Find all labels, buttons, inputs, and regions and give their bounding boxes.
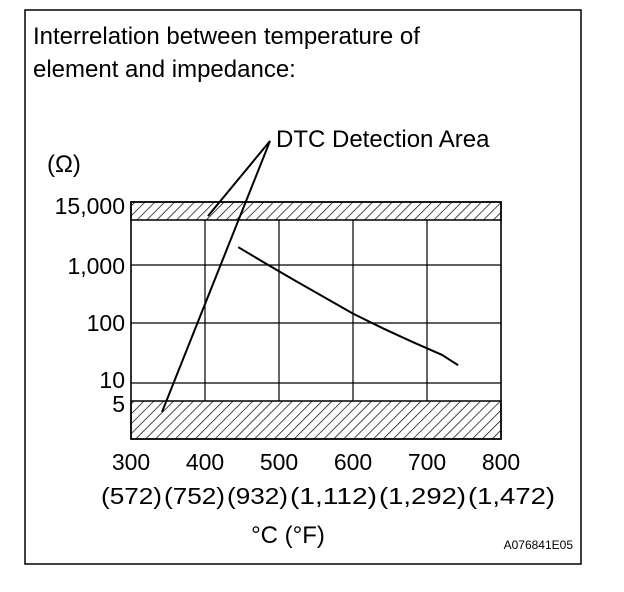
x-tick-label-f: (1,112) xyxy=(290,483,377,509)
leader-line-lower xyxy=(161,140,271,413)
x-tick-label: 800 xyxy=(482,449,520,475)
impedance-curve xyxy=(237,246,459,367)
y-tick-label: 1,000 xyxy=(67,253,125,279)
x-tick-label-f: (1,292) xyxy=(379,483,466,509)
x-tick-label: 600 xyxy=(334,449,372,475)
grid-lines xyxy=(131,220,501,401)
x-tick-label: 700 xyxy=(408,449,446,475)
y-tick-label: 5 xyxy=(112,391,125,417)
detection-area-upper xyxy=(130,201,502,221)
y-tick-label: 15,000 xyxy=(55,193,125,219)
leader-line-upper xyxy=(207,140,271,217)
x-tick-label-f: (752) xyxy=(164,483,225,509)
y-tick-labels: 15,000 1,000 100 10 5 xyxy=(55,193,125,417)
plot-area xyxy=(130,201,502,440)
chart-title-line-1: Interrelation between temperature of xyxy=(33,23,420,50)
y-axis-unit: (Ω) xyxy=(47,151,81,178)
chart-title-line-2: element and impedance: xyxy=(33,56,296,83)
x-tick-label: 400 xyxy=(186,449,224,475)
x-tick-label-f: (932) xyxy=(227,483,288,509)
x-tick-label: 500 xyxy=(260,449,298,475)
plot-frame xyxy=(130,201,502,440)
figure-border xyxy=(24,9,582,565)
detection-area-annotation: DTC Detection Area xyxy=(276,126,490,153)
x-tick-label: 300 xyxy=(112,449,150,475)
x-tick-label-f: (572) xyxy=(101,483,162,509)
x-tick-label-f: (1,472) xyxy=(468,483,555,509)
y-tick-label: 100 xyxy=(87,310,125,336)
detection-area-lower xyxy=(130,400,502,440)
y-tick-label: 10 xyxy=(99,367,125,393)
x-tick-labels-celsius: 300 400 500 600 700 800 xyxy=(112,449,520,475)
x-axis-label: °C (°F) xyxy=(251,522,325,549)
x-tick-labels-fahrenheit: (572) (752) (932) (1,112) (1,292) (1,472… xyxy=(101,483,555,509)
annotation-leader-lines xyxy=(161,140,271,413)
figure-code: A076841E05 xyxy=(504,538,574,552)
